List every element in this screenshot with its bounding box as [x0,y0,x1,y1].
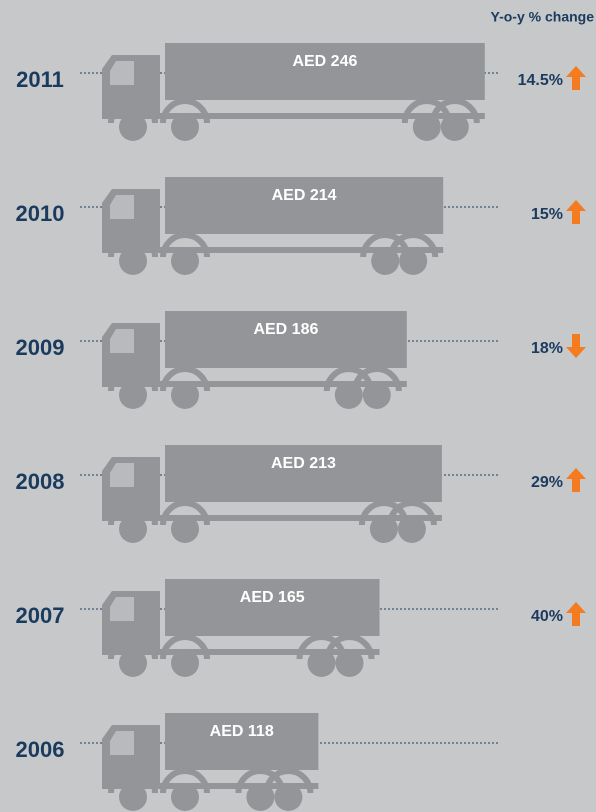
year-label: 2008 [16,469,65,494]
wheel [171,649,199,677]
wheel [171,783,199,811]
year-label: 2007 [16,603,65,628]
fender [160,634,210,660]
wheel [335,649,364,677]
cab-window [110,463,134,487]
fender [386,500,437,526]
fender [358,500,409,526]
chassis [102,381,407,387]
chassis [102,515,442,521]
cab-window [110,597,134,621]
trailer-bar [165,713,319,770]
value-label: AED 165 [240,589,305,606]
value-label: AED 213 [271,455,336,472]
change-arrow [566,602,586,626]
wheel [274,783,303,811]
wheel [119,113,147,141]
chassis [102,783,319,789]
fender [160,768,210,794]
fender [263,768,314,794]
trailer-bar [165,579,380,636]
change-header: Y-o-y % change [491,9,595,25]
cab-window [110,329,134,353]
wheel [440,113,469,141]
wheel [399,247,428,275]
year-label: 2010 [16,201,65,226]
fender [108,768,158,794]
wheel [171,515,199,543]
cab-window [110,61,134,85]
change-label: 18% [531,340,563,357]
change-arrow [566,200,586,224]
change-arrow [566,334,586,358]
wheel [397,515,426,543]
cab-window [110,195,134,219]
change-label: 29% [531,474,563,491]
cab-window [110,731,134,755]
wheel [119,783,147,811]
wheel [119,247,147,275]
fender [324,634,375,660]
trailer-bar [165,311,407,368]
fender [108,232,158,258]
year-label: 2006 [16,737,65,762]
value-label: AED 246 [292,53,357,70]
change-arrow [566,66,586,90]
fender [296,634,347,660]
fender [360,232,411,258]
year-label: 2009 [16,335,65,360]
fender [401,98,452,124]
trailer-bar [165,445,442,502]
wheel [171,113,199,141]
fender [323,366,374,392]
fender [160,98,210,124]
year-label: 2011 [16,67,64,92]
change-label: 15% [531,206,563,223]
value-label: AED 186 [253,321,318,338]
fender [388,232,439,258]
fender [108,634,158,660]
wheel [362,381,391,409]
trailer-bar [165,43,485,100]
chassis [102,113,485,119]
wheel [119,649,147,677]
chassis [102,247,444,253]
wheel [119,515,147,543]
fender [160,366,210,392]
fender [351,366,402,392]
trailer-bar [165,177,444,234]
wheel [119,381,147,409]
change-arrow [566,468,586,492]
fender [108,500,158,526]
wheel [171,381,199,409]
fender [160,232,210,258]
change-label: 40% [531,608,563,625]
fender [429,98,480,124]
fender [108,98,158,124]
chassis [102,649,380,655]
fender [108,366,158,392]
fender [235,768,286,794]
value-label: AED 214 [272,187,337,204]
wheel [171,247,199,275]
change-label: 14.5% [518,72,563,89]
value-label: AED 118 [210,723,274,740]
fender [160,500,210,526]
